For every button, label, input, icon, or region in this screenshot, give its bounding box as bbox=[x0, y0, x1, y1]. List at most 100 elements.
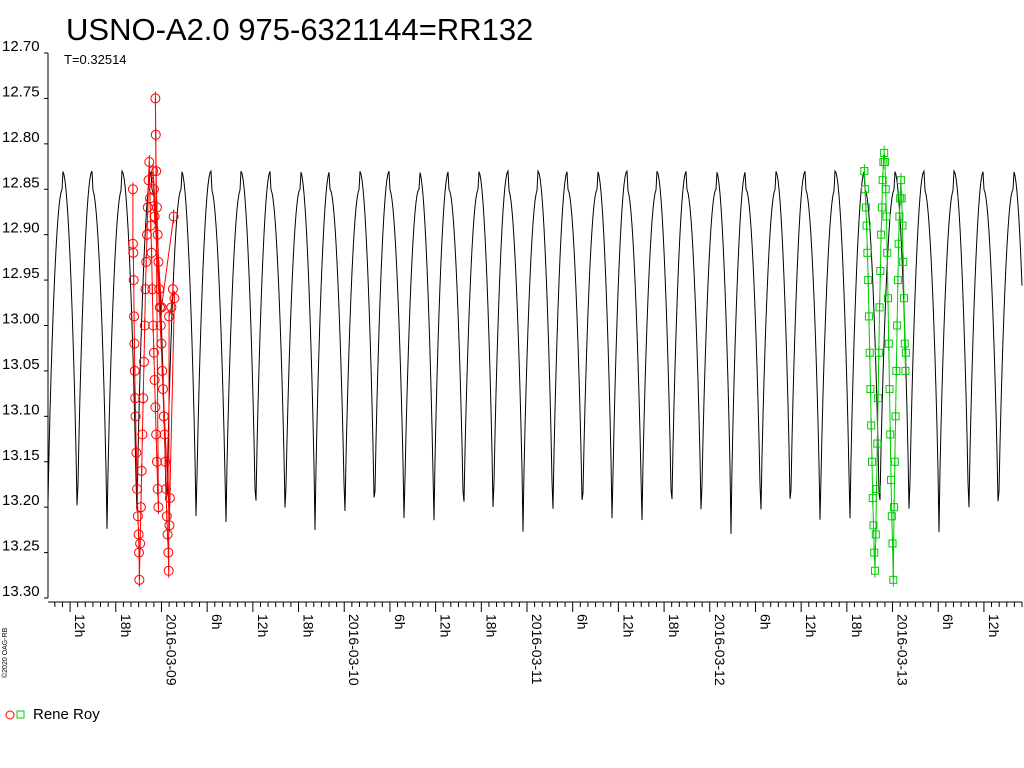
data-point-circle[interactable] bbox=[128, 275, 139, 286]
data-point-circle[interactable] bbox=[149, 375, 160, 385]
data-point-square[interactable] bbox=[893, 321, 902, 330]
data-point-circle[interactable] bbox=[154, 284, 165, 295]
data-point-square[interactable] bbox=[862, 221, 871, 230]
data-point-circle[interactable] bbox=[168, 211, 179, 222]
data-point-square[interactable] bbox=[894, 239, 903, 248]
data-point-square[interactable] bbox=[898, 221, 907, 230]
data-point-square[interactable] bbox=[877, 203, 886, 212]
data-point-square[interactable] bbox=[891, 412, 900, 421]
data-point-circle[interactable] bbox=[128, 247, 139, 258]
data-point-square[interactable] bbox=[900, 339, 909, 348]
data-point-square[interactable] bbox=[899, 257, 908, 266]
data-point-circle[interactable] bbox=[150, 402, 161, 413]
data-point-circle[interactable] bbox=[163, 565, 174, 576]
data-point-circle[interactable] bbox=[132, 511, 143, 522]
data-point-circle[interactable] bbox=[164, 493, 175, 504]
data-point-square[interactable] bbox=[896, 176, 905, 185]
data-point-circle[interactable] bbox=[134, 574, 145, 585]
data-point-square[interactable] bbox=[872, 485, 881, 493]
data-point-circle[interactable] bbox=[158, 411, 169, 422]
data-point-square[interactable] bbox=[871, 566, 880, 575]
data-point-circle[interactable] bbox=[164, 520, 175, 531]
data-point-circle[interactable] bbox=[151, 429, 162, 440]
data-point-square[interactable] bbox=[889, 575, 898, 584]
data-point-circle[interactable] bbox=[150, 93, 161, 104]
data-point-square[interactable] bbox=[861, 185, 870, 194]
data-point-circle[interactable] bbox=[151, 456, 162, 467]
data-point-circle[interactable] bbox=[148, 166, 159, 177]
data-point-circle[interactable] bbox=[132, 484, 143, 494]
data-point-circle[interactable] bbox=[156, 338, 167, 349]
data-point-circle[interactable] bbox=[141, 229, 152, 240]
data-point-circle[interactable] bbox=[161, 484, 172, 494]
data-point-circle[interactable] bbox=[166, 302, 177, 313]
legend[interactable]: Rene Roy bbox=[5, 706, 100, 723]
data-point-square[interactable] bbox=[886, 430, 895, 439]
data-point-square[interactable] bbox=[874, 348, 883, 357]
data-point-circle[interactable] bbox=[153, 256, 164, 267]
data-point-circle[interactable] bbox=[155, 320, 166, 331]
data-point-square[interactable] bbox=[876, 267, 885, 275]
data-point-circle[interactable] bbox=[135, 538, 146, 549]
data-point-circle[interactable] bbox=[164, 311, 175, 322]
data-point-square[interactable] bbox=[899, 294, 908, 303]
data-point-square[interactable] bbox=[880, 158, 889, 166]
data-point-circle[interactable] bbox=[140, 284, 151, 295]
data-point-circle[interactable] bbox=[146, 247, 157, 258]
data-point-circle[interactable] bbox=[150, 129, 161, 140]
data-point-square[interactable] bbox=[883, 294, 892, 303]
data-point-circle[interactable] bbox=[163, 547, 174, 558]
data-point-square[interactable] bbox=[901, 348, 910, 357]
data-point-square[interactable] bbox=[890, 457, 899, 466]
data-point-square[interactable] bbox=[867, 421, 876, 430]
data-point-circle[interactable] bbox=[153, 502, 164, 513]
data-point-circle[interactable] bbox=[130, 393, 141, 404]
data-point-square[interactable] bbox=[869, 521, 878, 530]
data-point-circle[interactable] bbox=[148, 320, 159, 331]
data-point-square[interactable] bbox=[881, 185, 890, 194]
data-point-circle[interactable] bbox=[143, 175, 154, 186]
data-point-circle[interactable] bbox=[151, 166, 162, 177]
data-point-square[interactable] bbox=[897, 194, 906, 203]
data-point-square[interactable] bbox=[865, 348, 874, 357]
data-point-circle[interactable] bbox=[129, 311, 140, 322]
data-point-circle[interactable] bbox=[138, 356, 149, 367]
data-point-circle[interactable] bbox=[144, 157, 155, 167]
data-point-square[interactable] bbox=[888, 539, 897, 548]
data-point-square[interactable] bbox=[875, 303, 884, 312]
data-point-square[interactable] bbox=[890, 503, 899, 512]
data-point-circle[interactable] bbox=[156, 302, 167, 313]
data-point-square[interactable] bbox=[882, 212, 891, 221]
data-point-square[interactable] bbox=[873, 439, 882, 448]
data-point-circle[interactable] bbox=[129, 338, 140, 349]
data-point-circle[interactable] bbox=[145, 220, 156, 231]
data-point-square[interactable] bbox=[864, 312, 873, 321]
data-point-circle[interactable] bbox=[130, 411, 141, 422]
data-point-circle[interactable] bbox=[131, 447, 142, 458]
data-point-square[interactable] bbox=[871, 530, 880, 539]
data-point-square[interactable] bbox=[901, 366, 910, 375]
data-point-circle[interactable] bbox=[149, 211, 160, 222]
data-point-circle[interactable] bbox=[127, 184, 138, 195]
data-point-square[interactable] bbox=[893, 276, 902, 285]
data-point-square[interactable] bbox=[864, 276, 873, 285]
data-point-circle[interactable] bbox=[137, 429, 148, 440]
data-point-square[interactable] bbox=[885, 385, 894, 394]
data-point-circle[interactable] bbox=[157, 365, 168, 376]
data-point-square[interactable] bbox=[878, 176, 887, 185]
data-point-square[interactable] bbox=[863, 248, 872, 257]
data-point-circle[interactable] bbox=[145, 193, 156, 204]
data-point-circle[interactable] bbox=[159, 429, 170, 440]
data-point-circle[interactable] bbox=[141, 256, 152, 267]
data-point-square[interactable] bbox=[870, 548, 879, 557]
data-point-square[interactable] bbox=[884, 339, 893, 348]
data-point-circle[interactable] bbox=[151, 202, 162, 213]
data-point-square[interactable] bbox=[887, 512, 896, 521]
data-point-square[interactable] bbox=[866, 385, 875, 394]
data-point-circle[interactable] bbox=[139, 320, 150, 331]
data-point-square[interactable] bbox=[877, 230, 886, 239]
data-point-circle[interactable] bbox=[152, 229, 163, 240]
data-point-square[interactable] bbox=[867, 457, 876, 466]
data-point-circle[interactable] bbox=[152, 484, 163, 494]
data-point-square[interactable] bbox=[883, 248, 892, 257]
